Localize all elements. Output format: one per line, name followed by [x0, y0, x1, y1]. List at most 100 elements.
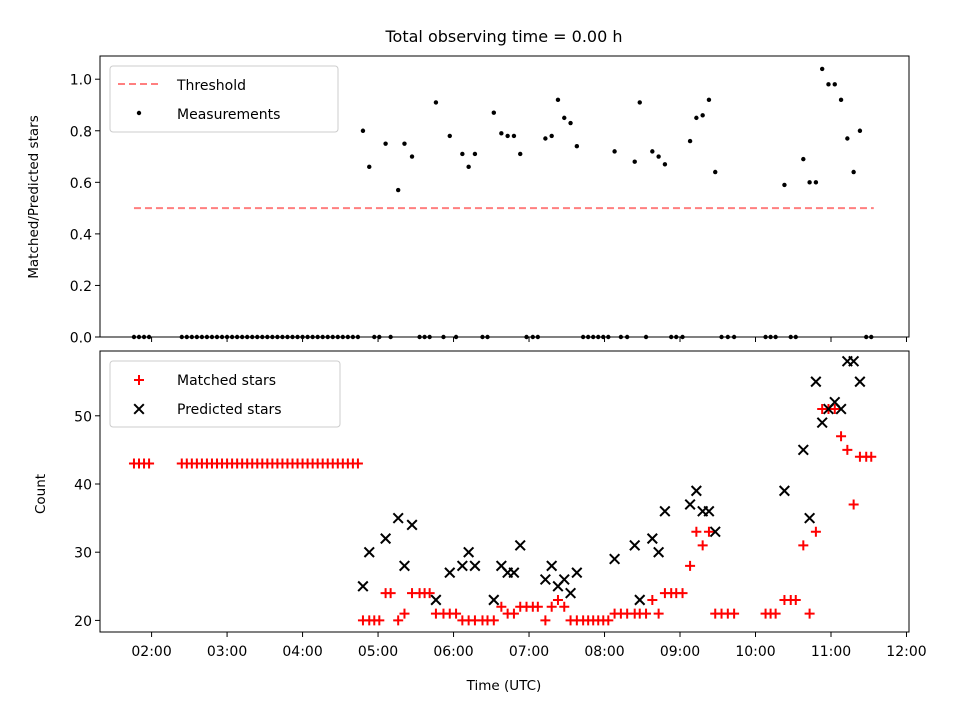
predicted-star-point	[406, 519, 418, 531]
predicted-star-point	[488, 594, 500, 606]
y-tick-label: 0.4	[70, 227, 92, 243]
measurement-point	[813, 180, 819, 185]
legend-matched-label: Matched stars	[177, 373, 276, 389]
matched-star-point	[653, 608, 664, 619]
measurement-point	[472, 151, 478, 157]
legend-measurements-swatch	[136, 110, 142, 116]
measurement-point	[857, 128, 863, 133]
matched-star-point	[488, 615, 499, 626]
matched-star-point	[829, 403, 840, 414]
predicted-star-point	[634, 594, 646, 606]
predicted-star-point	[398, 560, 410, 572]
matched-star-point	[798, 540, 809, 551]
y-tick-label: 0.8	[70, 124, 92, 140]
predicted-star-point	[609, 553, 621, 565]
predicted-star-point	[816, 417, 828, 429]
matched-star-point	[842, 444, 853, 455]
measurement-point	[632, 159, 637, 164]
matched-star-point	[374, 615, 385, 626]
x-tick-label: 11:00	[811, 644, 851, 660]
measurement-point	[782, 182, 787, 188]
matched-stars-series	[128, 403, 877, 626]
matched-star-point	[647, 594, 658, 605]
predicted-star-point	[430, 594, 442, 606]
matched-star-point	[866, 451, 877, 462]
measurement-point	[574, 144, 580, 149]
measurement-point	[637, 100, 642, 105]
measurement-point	[466, 164, 471, 170]
matched-star-point	[496, 601, 507, 612]
bottom-y-axis-label: Count	[33, 474, 49, 514]
predicted-star-point	[508, 567, 520, 579]
legend-box	[109, 360, 341, 428]
matched-star-point	[641, 608, 652, 619]
predicted-star-point	[514, 539, 526, 551]
x-tick-label: 10:00	[735, 644, 775, 660]
predicted-star-point	[539, 573, 551, 585]
legend-box	[109, 65, 339, 133]
predicted-star-point	[653, 546, 665, 558]
measurement-point	[612, 149, 617, 154]
measurement-point	[433, 100, 439, 105]
measurement-point	[845, 136, 850, 141]
measurement-point	[807, 180, 812, 185]
predicted-star-point	[703, 505, 715, 517]
chart-title: Total observing time = 0.00 h	[384, 27, 622, 46]
predicted-star-point	[629, 539, 641, 551]
predicted-star-point	[848, 355, 860, 367]
measurement-point	[460, 151, 465, 157]
predicted-star-point	[778, 485, 790, 497]
matched-star-point	[685, 560, 696, 571]
predicted-star-point	[709, 526, 721, 538]
measurement-point	[568, 120, 573, 126]
predicted-star-point	[456, 560, 468, 572]
matched-star-point	[144, 458, 155, 469]
measurement-point	[687, 138, 693, 144]
predicted-star-point	[804, 512, 816, 524]
measurement-point	[851, 169, 856, 175]
matched-star-point	[385, 588, 396, 599]
matched-star-point	[603, 615, 614, 626]
measurement-point	[395, 187, 401, 193]
measurement-point	[562, 115, 567, 121]
measurement-point	[499, 131, 504, 136]
matched-star-point	[451, 608, 462, 619]
measurement-point	[826, 82, 831, 87]
measurement-point	[662, 162, 668, 167]
measurement-point	[360, 128, 366, 133]
matched-star-point	[134, 375, 144, 385]
matched-star-point	[399, 608, 410, 619]
predicted-star-point	[659, 505, 671, 517]
measurement-point	[491, 110, 497, 115]
predicted-star-point	[565, 587, 577, 599]
matched-star-point	[729, 608, 740, 619]
matched-star-point	[352, 458, 363, 469]
measurement-point	[383, 141, 388, 146]
matched-star-point	[848, 499, 859, 510]
y-tick-label: 0.0	[70, 331, 92, 347]
predicted-star-point	[133, 403, 145, 415]
measurement-point	[832, 82, 837, 87]
predicted-star-point	[854, 376, 866, 388]
predicted-star-point	[558, 573, 570, 585]
x-axis-label: Time (UTC)	[466, 678, 542, 694]
predicted-star-point	[684, 498, 696, 510]
y-tick-label: 40	[74, 477, 92, 493]
matched-star-point	[836, 431, 847, 442]
predicted-stars-series	[357, 355, 866, 606]
x-tick-label: 06:00	[433, 644, 473, 660]
measurement-point	[713, 169, 718, 175]
measurement-point	[819, 66, 825, 72]
x-tick-label: 07:00	[509, 644, 549, 660]
y-tick-label: 0.6	[70, 176, 92, 192]
x-tick-label: 03:00	[207, 644, 247, 660]
measurement-point	[549, 133, 554, 139]
predicted-star-point	[444, 567, 456, 579]
y-tick-label: 30	[74, 546, 92, 562]
legend-threshold-label: Threshold	[176, 78, 246, 94]
legend-measurements-label: Measurements	[177, 107, 280, 123]
x-tick-label: 05:00	[358, 644, 398, 660]
top-y-axis-label: Matched/Predicted stars	[26, 115, 42, 278]
matched-star-point	[677, 588, 688, 599]
